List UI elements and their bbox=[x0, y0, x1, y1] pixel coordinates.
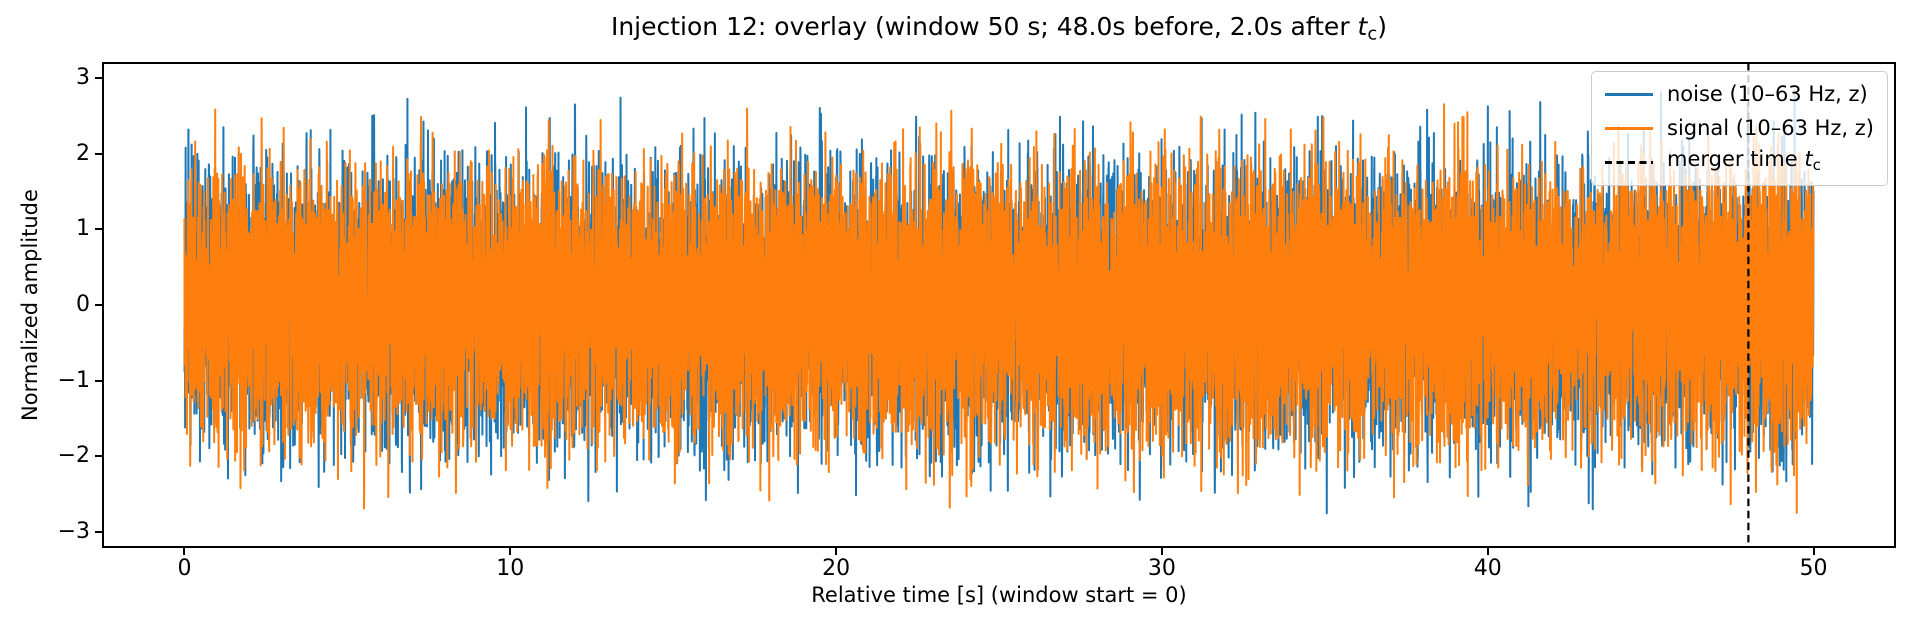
signal-line-swatch bbox=[1605, 127, 1653, 130]
chart-title-var: t bbox=[1357, 12, 1368, 41]
x-axis-label: Relative time [s] (window start = 0) bbox=[811, 583, 1187, 607]
y-tick-label: −3 bbox=[57, 518, 90, 544]
y-tick-label: 0 bbox=[76, 292, 90, 317]
chart-title-sub: c bbox=[1367, 23, 1378, 45]
merger-label-text: merger time bbox=[1667, 147, 1805, 172]
legend-item-signal: signal (10–63 Hz, z) bbox=[1605, 114, 1874, 143]
legend-item-noise: noise (10–63 Hz, z) bbox=[1605, 80, 1874, 109]
y-tick-label: 1 bbox=[76, 216, 90, 242]
x-tick-label: 0 bbox=[177, 556, 192, 581]
legend-label-signal: signal (10–63 Hz, z) bbox=[1667, 116, 1874, 140]
x-tick-label: 30 bbox=[1147, 556, 1176, 581]
legend-label-noise: noise (10–63 Hz, z) bbox=[1667, 82, 1868, 106]
chart-title-close: ) bbox=[1377, 12, 1388, 41]
y-tick-label: 3 bbox=[76, 65, 90, 91]
x-tick-label: 50 bbox=[1799, 556, 1828, 581]
chart-title-text: Injection 12: overlay (window 50 s; 48.0… bbox=[610, 12, 1358, 41]
x-tick-label: 10 bbox=[496, 556, 525, 581]
merger-label-sub: c bbox=[1812, 155, 1821, 174]
x-tick-label: 20 bbox=[822, 556, 851, 581]
y-tick-label: 2 bbox=[76, 140, 90, 166]
merger-time-dashed-swatch bbox=[1605, 161, 1653, 164]
merger-label-var: t bbox=[1804, 147, 1813, 172]
legend: noise (10–63 Hz, z) signal (10–63 Hz, z)… bbox=[1591, 71, 1888, 186]
chart-title: Injection 12: overlay (window 50 s; 48.0… bbox=[103, 12, 1895, 50]
legend-item-merger-time: merger time tc bbox=[1605, 145, 1874, 180]
legend-label-merger-time: merger time tc bbox=[1667, 145, 1821, 180]
x-tick-label: 40 bbox=[1473, 556, 1502, 581]
y-tick-label: −1 bbox=[57, 367, 90, 393]
y-tick-label: −2 bbox=[57, 443, 90, 469]
noise-line-swatch bbox=[1605, 93, 1653, 96]
